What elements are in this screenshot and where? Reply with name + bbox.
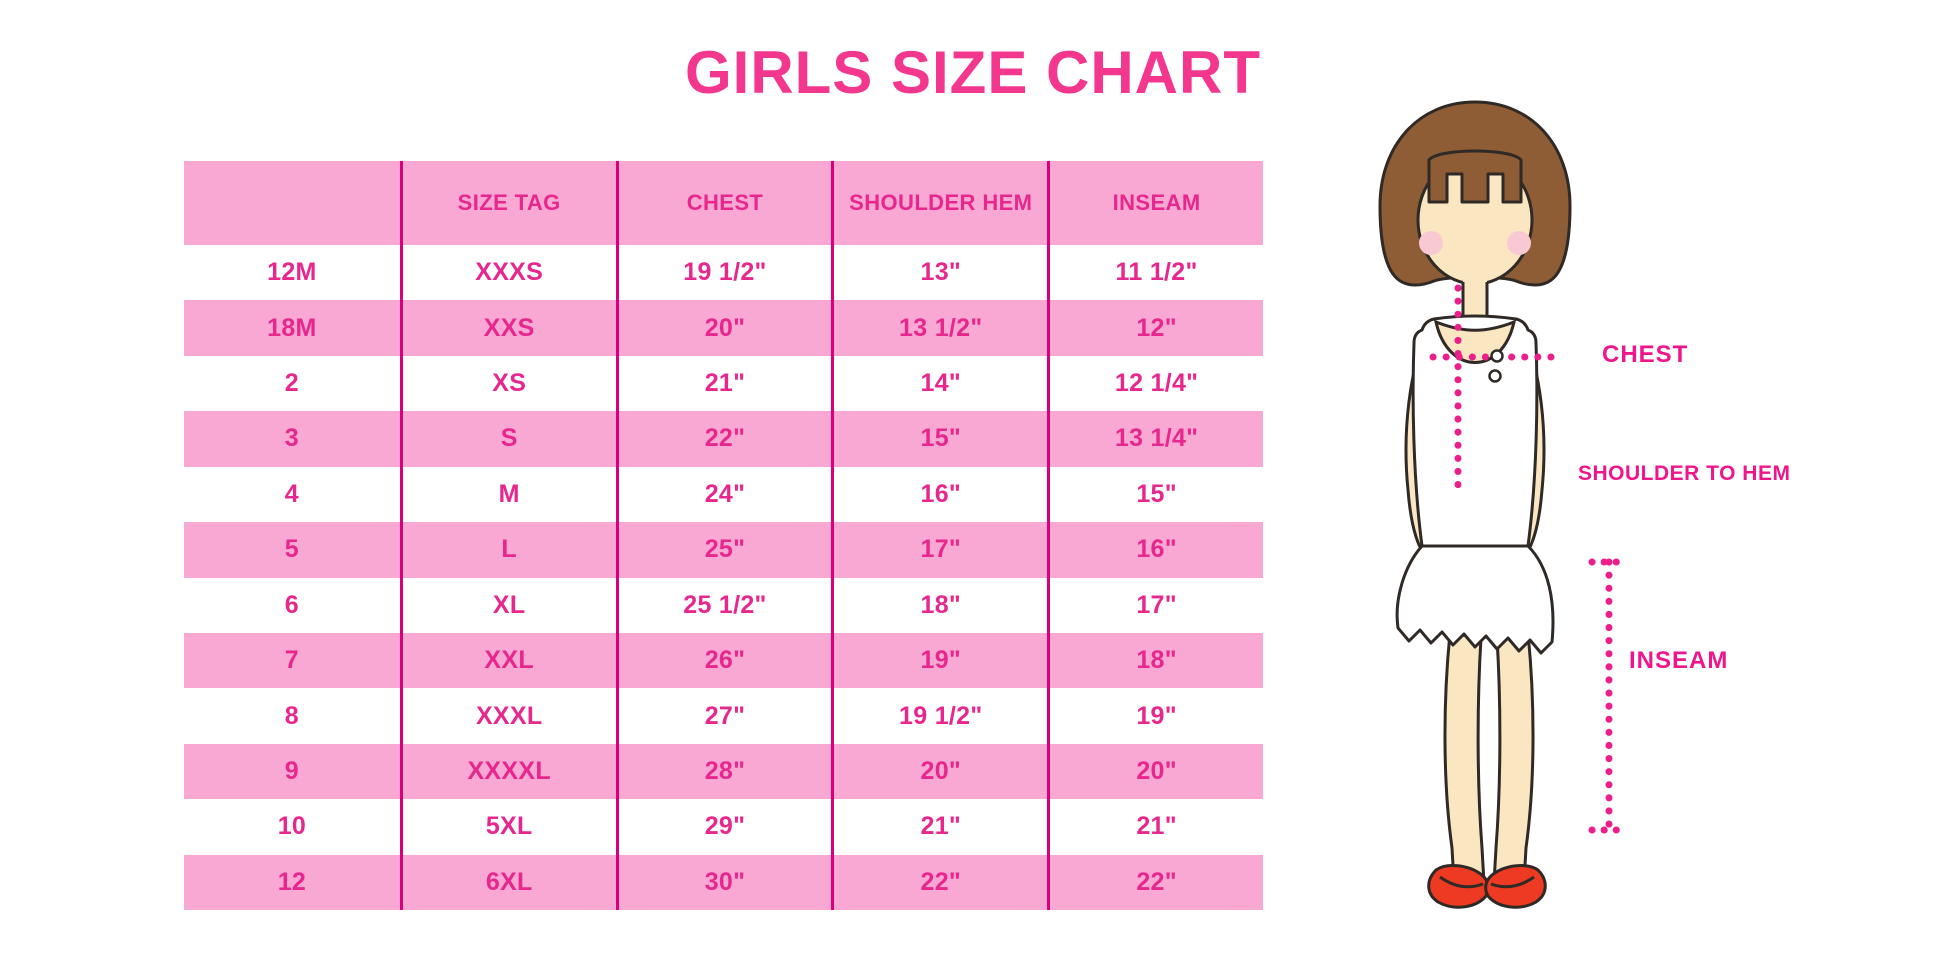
table-cell: 15": [1047, 466, 1263, 523]
table-cell: XXXXL: [399, 743, 616, 800]
girl-skirt: [1395, 544, 1555, 655]
girl-figure-illustration: [1378, 100, 1630, 909]
table-cell: XS: [399, 355, 616, 412]
table-cell: 15": [831, 411, 1048, 467]
table-cell: 21": [1047, 799, 1263, 855]
table-cell: 25 1/2": [615, 577, 832, 633]
table-cell: 17": [831, 522, 1048, 578]
table-cell: 6: [184, 577, 400, 633]
table-cell: 19 1/2": [615, 245, 832, 301]
table-cell: 20": [831, 743, 1048, 800]
table-cell: 12M: [184, 245, 400, 301]
table-cell: L: [399, 522, 616, 578]
table-cell: 16": [831, 466, 1048, 523]
shoulder-to-hem-measure-label: SHOULDER TO HEM: [1578, 462, 1791, 485]
table-cell: 2: [184, 355, 400, 412]
table-cell: 14": [831, 355, 1048, 412]
girl-shoes: [1427, 864, 1547, 909]
table-cell: XXL: [399, 632, 616, 689]
table-cell: 13 1/4": [1047, 411, 1263, 467]
table-header-cell: INSEAM: [1047, 161, 1263, 245]
table-cell: 24": [615, 466, 832, 523]
table-cell: 3: [184, 411, 400, 467]
table-cell: 25": [615, 522, 832, 578]
table-cell: 21": [831, 799, 1048, 855]
chest-measure-label: CHEST: [1602, 341, 1689, 368]
table-cell: 17": [1047, 577, 1263, 633]
table-cell: M: [399, 466, 616, 523]
table-cell: 30": [615, 854, 832, 910]
table-cell: 13": [831, 245, 1048, 301]
girl-bangs: [1427, 149, 1523, 204]
table-cell: 19": [1047, 688, 1263, 744]
table-cell: 11 1/2": [1047, 245, 1263, 301]
table-cell: 28": [615, 743, 832, 800]
table-cell: 10: [184, 799, 400, 855]
table-cell: 8: [184, 688, 400, 744]
table-cell: S: [399, 411, 616, 467]
table-cell: 22": [1047, 854, 1263, 910]
girl-legs: [1443, 631, 1535, 885]
table-cell: 26": [615, 632, 832, 689]
table-cell: 4: [184, 466, 400, 523]
table-cell: 20": [1047, 743, 1263, 800]
table-header-cell: SHOULDER HEM: [831, 161, 1048, 245]
table-cell: 19 1/2": [831, 688, 1048, 744]
top-button: [1488, 369, 1502, 383]
table-cell: 19": [831, 632, 1048, 689]
table-cell: 7: [184, 632, 400, 689]
table-cell: XL: [399, 577, 616, 633]
table-cell: 12: [184, 854, 400, 910]
table-cell: 5: [184, 522, 400, 578]
girl-face: [1416, 149, 1534, 286]
table-cell: 9: [184, 743, 400, 800]
table-cell: 27": [615, 688, 832, 744]
table-cell: 5XL: [399, 799, 616, 855]
cheek-blush: [1507, 231, 1531, 255]
cheek-blush: [1419, 231, 1443, 255]
table-cell: 22": [831, 854, 1048, 910]
table-cell: 29": [615, 799, 832, 855]
table-header-cell: SIZE TAG: [399, 161, 616, 245]
table-cell: 18": [1047, 632, 1263, 689]
inseam-measure-line: [1588, 558, 1630, 834]
top-button: [1490, 349, 1504, 363]
table-header-cell: [184, 161, 400, 245]
table-cell: XXXL: [399, 688, 616, 744]
girl-top: [1411, 314, 1539, 548]
table-cell: 20": [615, 300, 832, 356]
table-cell: 18": [831, 577, 1048, 633]
table-header-cell: CHEST: [615, 161, 832, 245]
table-cell: 21": [615, 355, 832, 412]
size-table: SIZE TAG CHEST SHOULDER HEM INSEAM 12M X…: [184, 161, 1263, 910]
table-cell: 12 1/4": [1047, 355, 1263, 412]
table-cell: 13 1/2": [831, 300, 1048, 356]
page-title: GIRLS SIZE CHART: [684, 39, 1261, 106]
inseam-measure-label: INSEAM: [1629, 647, 1729, 674]
table-cell: 6XL: [399, 854, 616, 910]
table-cell: 16": [1047, 522, 1263, 578]
table-cell: 22": [615, 411, 832, 467]
table-cell: XXS: [399, 300, 616, 356]
table-cell: 18M: [184, 300, 400, 356]
table-cell: 12": [1047, 300, 1263, 356]
table-cell: XXXS: [399, 245, 616, 301]
